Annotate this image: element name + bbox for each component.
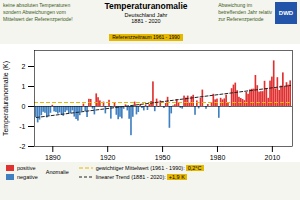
svg-text:Temperaturanomalie (K): Temperaturanomalie (K) bbox=[2, 61, 10, 136]
svg-text:2: 2 bbox=[22, 63, 26, 70]
html-text:linearer Trend (1881 - 2020):: linearer Trend (1881 - 2020): +1,9 K bbox=[95, 173, 185, 180]
svg-text:-1: -1 bbox=[19, 123, 25, 130]
svg-text:-2: -2 bbox=[19, 143, 25, 150]
svg-text:1950: 1950 bbox=[155, 154, 171, 161]
svg-text:1890: 1890 bbox=[45, 154, 61, 161]
svg-text:2010: 2010 bbox=[265, 154, 281, 161]
html-text:negative: negative bbox=[17, 173, 38, 180]
html-text:Referenzzeitraum 1961 - 1990: Referenzzeitraum 1961 - 1990 bbox=[112, 34, 180, 40]
html-text:Deutschland Jahr: Deutschland Jahr bbox=[124, 11, 168, 18]
html-text:DWD: DWD bbox=[278, 10, 294, 16]
html-text:positive: positive bbox=[17, 164, 36, 171]
svg-text:1920: 1920 bbox=[100, 154, 116, 161]
html-text:keine absoluten Temperaturen s: keine absoluten Temperaturen sondern Abw… bbox=[3, 2, 73, 22]
svg-text:0: 0 bbox=[22, 103, 26, 110]
html-text:1881 - 2020: 1881 - 2020 bbox=[131, 18, 161, 25]
svg-text:1: 1 bbox=[22, 83, 26, 90]
html-text:Abweichung im betreffenden Jah: Abweichung im betreffenden Jahr relativ … bbox=[218, 2, 272, 22]
svg-text:1980: 1980 bbox=[210, 154, 226, 161]
html-text:Anomalie: Anomalie bbox=[45, 169, 69, 175]
html-text:Temperaturanomalie: Temperaturanomalie bbox=[104, 1, 188, 11]
html-text:gewichtiger Mittelwert (1961 -: gewichtiger Mittelwert (1961 - 1990): 0,… bbox=[95, 164, 202, 171]
